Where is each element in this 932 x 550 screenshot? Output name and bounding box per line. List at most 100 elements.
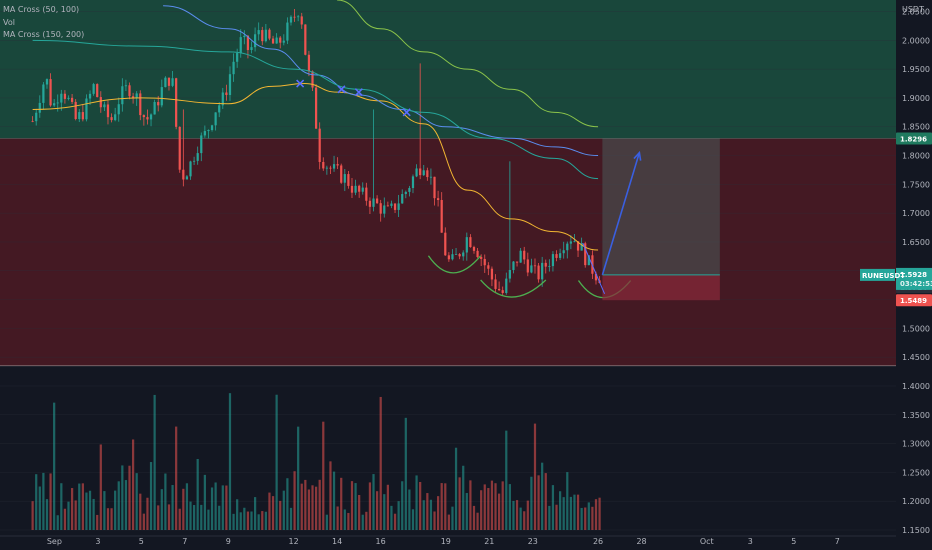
volume-bar: [264, 511, 267, 530]
candle-body: [523, 250, 526, 260]
candle-body: [573, 241, 576, 243]
volume-bar: [318, 479, 321, 530]
volume-bar: [576, 494, 580, 530]
candle-body: [566, 243, 569, 251]
candle-body: [49, 79, 52, 106]
candle-body: [444, 232, 447, 256]
volume-bar: [436, 496, 440, 530]
candle-body: [462, 252, 465, 257]
candle-body: [497, 288, 501, 291]
candle-body: [487, 265, 490, 269]
candle-body: [340, 165, 343, 183]
volume-bar: [591, 506, 594, 530]
volume-bar: [135, 473, 138, 530]
time-tick-label: 3: [748, 537, 753, 546]
volume-bar: [279, 500, 282, 530]
time-tick-label: 7: [835, 537, 840, 546]
candle-body: [157, 102, 160, 106]
time-tick-label: 16: [375, 537, 385, 546]
volume-bar: [598, 497, 601, 530]
volume-bar: [505, 430, 508, 530]
candle-body: [343, 174, 346, 183]
volume-bar: [411, 509, 415, 530]
price-tick-label: 1.3500: [902, 411, 930, 420]
pattern-curve: [427, 255, 482, 274]
legend-vol[interactable]: Vol: [3, 17, 15, 27]
price-tick-label: 1.3000: [902, 440, 930, 449]
volume-bar: [408, 489, 411, 530]
candle-body: [232, 61, 235, 75]
candle-body: [318, 128, 321, 162]
legend-ma-cross-150-200[interactable]: MA Cross (150, 200): [3, 30, 85, 39]
candle-body: [325, 167, 328, 169]
volume-bar: [175, 426, 178, 530]
candle-body: [192, 160, 196, 162]
candle-body: [422, 170, 425, 176]
candle-body: [114, 114, 117, 121]
volume-bar: [325, 514, 328, 530]
pattern-drop-line: [582, 242, 606, 295]
volume-bar: [185, 483, 189, 530]
volume-bar: [74, 500, 77, 530]
candle-body: [433, 176, 436, 199]
candle-body: [526, 259, 529, 273]
volume-bar: [472, 505, 476, 530]
candle-body: [365, 187, 368, 201]
volume-bar: [580, 507, 583, 530]
volume-bar: [117, 481, 120, 530]
position-target-zone: [602, 138, 720, 275]
volume-bar: [200, 504, 203, 530]
volume-bar: [490, 480, 494, 530]
candle-body: [537, 265, 540, 280]
volume-bar: [167, 504, 171, 530]
time-tick-label: 5: [791, 537, 796, 546]
candle-body: [268, 29, 271, 39]
volume-bar: [358, 494, 361, 530]
candle-body: [167, 77, 171, 86]
candle-body: [139, 93, 142, 116]
candle-body: [584, 243, 587, 266]
volume-bar: [483, 484, 486, 530]
volume-bar: [487, 488, 490, 530]
candle-body: [103, 104, 106, 108]
countdown-text: 03:42:53: [900, 280, 932, 288]
candles: [31, 9, 601, 295]
volume-bar: [584, 507, 587, 530]
candle-body: [196, 153, 199, 161]
volume-bar: [447, 514, 450, 530]
candle-body: [361, 187, 364, 192]
volume-bar: [368, 482, 372, 530]
candle-body: [429, 176, 433, 178]
candle-body: [415, 168, 418, 177]
legend-ma-cross-50-100[interactable]: MA Cross (50, 100): [3, 5, 80, 14]
volume-bar: [440, 483, 443, 530]
candle-body: [171, 78, 174, 86]
candle-body: [476, 250, 479, 258]
volume-bar: [343, 509, 346, 530]
candle-body: [261, 30, 264, 42]
volume-bar: [146, 497, 149, 530]
price-tick-label: 1.8000: [902, 152, 930, 161]
candle-body: [551, 254, 555, 267]
volume-bars: [31, 393, 601, 530]
candle-body: [135, 93, 138, 98]
volume-bar: [275, 394, 278, 530]
candle-body: [548, 266, 551, 267]
volume-bar: [401, 481, 404, 530]
pattern-curve: [480, 279, 547, 298]
candle-body: [307, 54, 311, 72]
candle-body: [117, 104, 120, 115]
volume-bar: [96, 514, 99, 530]
candle-body: [185, 176, 189, 180]
volume-bar: [537, 475, 540, 530]
candle-body: [257, 30, 260, 35]
current-price-text: 1.5928: [900, 271, 927, 279]
volume-bar: [210, 487, 214, 530]
volume-bar: [232, 513, 235, 530]
candle-body: [124, 85, 128, 87]
volume-bar: [149, 462, 153, 530]
volume-bar: [422, 500, 425, 530]
ma-line-ma-100: [163, 5, 599, 157]
candle-body: [454, 254, 458, 255]
